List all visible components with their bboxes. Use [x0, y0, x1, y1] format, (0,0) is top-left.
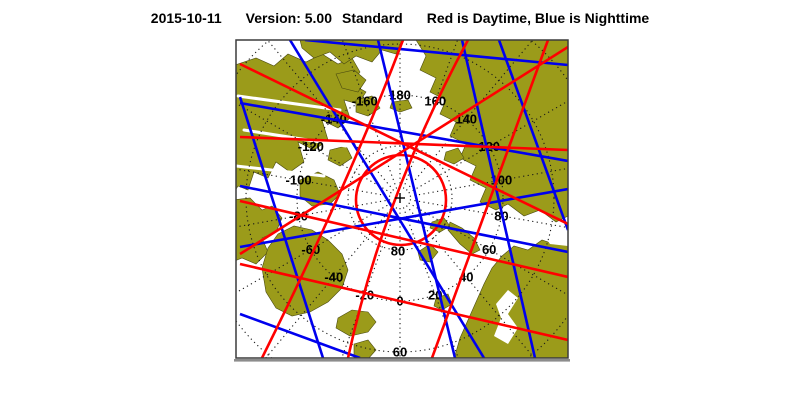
latitude-label-60: 60	[393, 345, 407, 360]
white-sea	[538, 222, 568, 246]
figure-title: 2015-10-11 Version: 5.00 Standard Red is…	[0, 10, 800, 26]
nighttime-track-2	[239, 101, 568, 163]
meridian-120	[408, 100, 568, 194]
longitude-label--120: -120	[298, 139, 324, 154]
longitude-label--100: -100	[286, 173, 312, 188]
nighttime-track-1	[376, 40, 457, 358]
daytime-track-5	[239, 199, 568, 279]
title-mode: Standard	[342, 10, 403, 26]
terminator-circle	[354, 153, 448, 247]
map-frame	[235, 39, 569, 359]
latitude-circle-60	[245, 43, 555, 353]
arctic-channel-3	[236, 164, 326, 178]
meridian--160	[341, 40, 398, 189]
land-severnaya-zemlya	[443, 147, 465, 165]
meridian-160	[402, 40, 459, 189]
title-date: 2015-10-11	[150, 10, 222, 26]
meridian--60	[236, 202, 392, 294]
title-legend: Red is Daytime, Blue is Nighttime	[426, 10, 650, 26]
nighttime-track-6	[239, 312, 361, 358]
daytime-track-7	[430, 40, 550, 358]
meridian--40	[265, 205, 394, 358]
baltic-sea	[494, 290, 518, 344]
longitude-label-160: 160	[424, 94, 446, 109]
title-version: Version: 5.00	[245, 10, 333, 26]
daytime-track-6	[239, 262, 568, 342]
daytime-track-1	[239, 135, 568, 152]
longitude-label-60: 60	[482, 242, 496, 257]
map-frame-shadow	[234, 359, 570, 362]
nighttime-track-7	[304, 40, 568, 67]
nighttime-track-9	[460, 40, 537, 358]
longitude-label-140: 140	[455, 112, 477, 127]
meridian--80	[236, 199, 391, 228]
nighttime-track-5	[239, 184, 568, 254]
meridian--100	[236, 168, 391, 197]
latitude-label-80: 80	[391, 244, 405, 259]
daytime-track-3	[346, 40, 470, 358]
meridian-100	[409, 167, 568, 197]
longitude-label--160: -160	[352, 94, 378, 109]
nighttime-track-8	[497, 40, 568, 231]
meridian-80	[409, 199, 568, 229]
longitude-label--40: -40	[324, 269, 343, 284]
daytime-track-4	[239, 45, 568, 256]
land-queen-elizabeth-islands-1	[335, 69, 367, 93]
meridian--140	[266, 40, 394, 191]
map-clip-group: -160-140-120-100-80-60-40-20020406080100…	[236, 40, 568, 360]
meridian--120	[236, 102, 392, 194]
longitude-label-180: 180	[389, 88, 411, 103]
meridian-140	[406, 40, 534, 191]
latitude-circle-80	[347, 145, 453, 251]
parry-channel	[236, 94, 342, 112]
